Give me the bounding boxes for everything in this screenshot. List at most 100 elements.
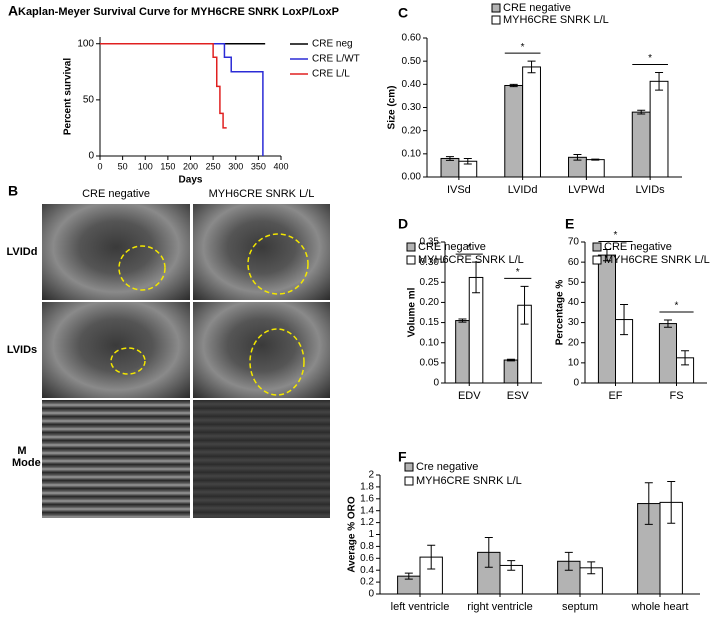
y-tick-label: 0.30	[420, 257, 440, 268]
m-mode-image	[193, 400, 330, 518]
y-tick-label: 0.00	[402, 172, 422, 183]
row-label: LVIDs	[6, 344, 38, 356]
legend-swatch	[592, 242, 602, 252]
panel-letter: E	[565, 216, 574, 232]
x-tick-label: 50	[118, 161, 128, 171]
y-tick-label: 0.35	[420, 237, 440, 248]
y-axis-label: Percentage %	[555, 280, 566, 346]
y-tick-label: 50	[568, 277, 580, 288]
bar	[597, 254, 616, 384]
error-bar	[520, 285, 529, 325]
x-tick-label: whole heart	[631, 601, 689, 613]
y-axis-label: Average % ORO	[347, 496, 358, 573]
error-bar	[472, 261, 481, 294]
panel-letter: F	[398, 449, 407, 465]
x-tick-label: 300	[228, 161, 243, 171]
x-axis-label: Days	[179, 175, 203, 186]
x-tick-label: septum	[562, 601, 598, 613]
bar	[585, 159, 605, 178]
x-tick-label: LVPWd	[568, 184, 604, 196]
y-tick-label: 0.20	[402, 125, 422, 136]
legend-swatch	[404, 476, 414, 486]
y-tick-label: 0.6	[360, 553, 374, 564]
y-tick-label: 1.2	[360, 517, 374, 528]
legend-label: CRE negative	[418, 241, 486, 253]
legend-swatch	[404, 462, 414, 472]
error-bar	[564, 551, 573, 571]
echo-image	[42, 302, 190, 398]
y-tick-label: 0.05	[420, 357, 440, 368]
x-tick-label: right ventricle	[467, 601, 532, 613]
echo-image	[42, 204, 190, 300]
x-tick-label: EF	[608, 390, 622, 402]
y-tick-label: 1	[368, 529, 374, 540]
y-tick-label: 50	[83, 95, 95, 106]
bar	[504, 84, 524, 178]
significance-mark: *	[675, 301, 679, 312]
y-tick-label: 0.8	[360, 541, 374, 552]
y-tick-label: 0.40	[402, 79, 422, 90]
y-tick-label: 0.2	[360, 577, 374, 588]
error-bar	[463, 157, 472, 165]
column-header: CRE negative	[82, 188, 150, 200]
legend-label: MYH6CRE SNRK L/L	[503, 14, 609, 26]
panel-letter: D	[398, 216, 408, 232]
bar	[455, 320, 470, 384]
legend-label: CRE negative	[503, 2, 571, 14]
y-tick-label: 0	[88, 151, 94, 162]
significance-mark: *	[467, 243, 471, 254]
column-header: MYH6CRE SNRK L/L	[208, 188, 315, 200]
y-tick-label: 100	[77, 38, 94, 49]
error-bar	[655, 72, 664, 91]
error-bar	[637, 109, 646, 115]
bar	[522, 66, 541, 178]
bar	[440, 157, 460, 178]
significance-mark: *	[521, 42, 525, 53]
y-tick-label: 0.10	[420, 337, 440, 348]
error-bar	[404, 572, 413, 580]
y-tick-label: 60	[568, 257, 580, 268]
legend-label: MYH6CRE SNRK L/L	[418, 254, 524, 266]
panel-letter: C	[398, 5, 408, 21]
y-tick-label: 0.60	[402, 33, 422, 44]
x-tick-label: 150	[160, 161, 175, 171]
legend-swatch	[406, 255, 416, 265]
legend-label: Cre negative	[416, 461, 478, 473]
error-bar	[445, 156, 454, 161]
echo-image	[193, 302, 330, 398]
x-tick-label: 400	[273, 161, 288, 171]
legend-swatch	[491, 3, 501, 13]
error-bar	[527, 60, 536, 74]
y-tick-label: 2	[368, 470, 374, 481]
error-bar	[620, 303, 629, 336]
y-axis-label: Size (cm)	[387, 86, 398, 130]
y-tick-label: 20	[568, 337, 580, 348]
bar	[503, 359, 519, 384]
y-tick-label: 0.15	[420, 317, 440, 328]
error-bar	[591, 158, 600, 161]
legend-swatch	[491, 15, 501, 25]
significance-mark: *	[648, 53, 652, 64]
y-tick-label: 1.4	[360, 505, 374, 516]
bar	[649, 80, 669, 178]
survival-line	[100, 42, 264, 156]
bar	[468, 276, 484, 384]
significance-mark: *	[614, 230, 618, 241]
m-mode-image	[42, 400, 190, 518]
legend-label: CRE L/L	[312, 69, 350, 80]
y-tick-label: 0.4	[360, 565, 374, 576]
echo-image	[193, 204, 330, 300]
x-tick-label: ESV	[507, 390, 530, 402]
x-tick-label: 350	[251, 161, 266, 171]
error-bar	[644, 482, 653, 525]
y-tick-label: 30	[568, 317, 580, 328]
error-bar	[507, 560, 516, 571]
x-tick-label: IVSd	[447, 184, 471, 196]
y-tick-label: 1.6	[360, 493, 374, 504]
x-tick-label: LVIDs	[636, 184, 666, 196]
legend-swatch	[406, 242, 416, 252]
survival-line	[100, 42, 227, 129]
y-tick-label: 0.20	[420, 297, 440, 308]
legend-label: CRE negative	[604, 241, 672, 253]
